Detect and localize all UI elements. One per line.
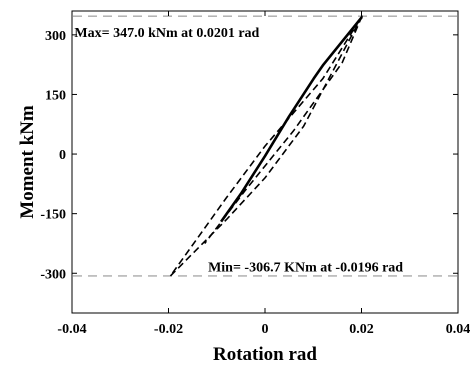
x-tick-label: 0.04 — [446, 322, 470, 337]
x-tick-label: 0.02 — [349, 322, 374, 337]
y-tick-label: 0 — [59, 148, 66, 163]
y-tick-label: -300 — [40, 267, 66, 282]
x-axis-ticks: -0.04 -0.02 0 0.02 0.04 — [57, 11, 470, 337]
series-layer — [170, 16, 362, 276]
series-line-2 — [170, 16, 362, 276]
x-axis-title: Rotation rad — [213, 344, 317, 365]
x-tick-label: 0 — [262, 322, 269, 337]
y-tick-label: -150 — [40, 208, 66, 223]
y-axis-ticks: -300 -150 0 150 300 — [40, 29, 458, 282]
y-tick-label: 300 — [45, 29, 66, 44]
x-tick-label: -0.04 — [57, 322, 86, 337]
min-annotation: Min= -306.7 KNm at -0.0196 rad — [208, 261, 403, 276]
x-tick-label: -0.02 — [154, 322, 183, 337]
y-tick-label: 150 — [45, 88, 66, 103]
max-annotation: Max= 347.0 kNm at 0.0201 rad — [74, 26, 259, 41]
series-line-1 — [221, 17, 362, 222]
y-axis-title: Moment kNm — [17, 105, 38, 219]
